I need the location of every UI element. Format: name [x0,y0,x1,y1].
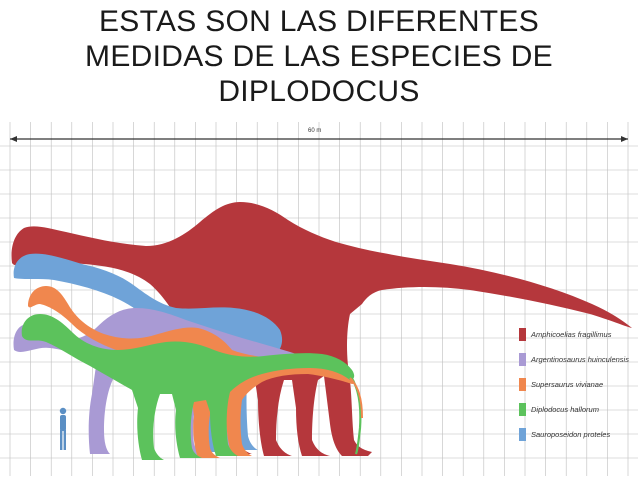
legend-item: Sauroposeidon proteles [519,422,637,447]
slide-title: ESTAS SON LAS DIFERENTES MEDIDAS DE LAS … [0,4,638,109]
scale-label: 60 m [308,128,322,134]
legend-swatch [519,328,526,341]
title-line-3: DIPLODOCUS [218,75,420,108]
title-line-2: MEDIDAS DE LAS ESPECIES DE [85,40,553,73]
title-line-1: ESTAS SON LAS DIFERENTES [98,5,540,38]
legend-label: Sauroposeidon proteles [531,430,611,439]
legend-swatch [519,378,526,391]
size-comparison-figure [0,118,638,479]
amphicoelias-silhouette [11,202,632,456]
legend-item: Diplodocus hallorum [519,397,637,422]
legend-label: Argentinosaurus huinculensis [531,355,629,364]
size-comparison-svg [0,122,638,476]
human-figure [59,407,67,450]
legend-item: Argentinosaurus huinculensis [519,347,637,372]
legend-label: Amphicoelias fragillimus [531,330,612,339]
diplodocus-silhouette [21,314,355,460]
legend-label: Supersaurus vivianae [531,380,604,389]
legend-label: Diplodocus hallorum [531,405,599,414]
scale-bar [10,136,628,142]
legend-item: Amphicoelias fragillimus [519,322,637,347]
legend: Amphicoelias fragillimus Argentinosaurus … [519,322,637,447]
legend-swatch [519,428,526,441]
legend-swatch [519,353,526,366]
supersaurus-tail [349,377,363,419]
legend-swatch [519,403,526,416]
legend-item: Supersaurus vivianae [519,372,637,397]
